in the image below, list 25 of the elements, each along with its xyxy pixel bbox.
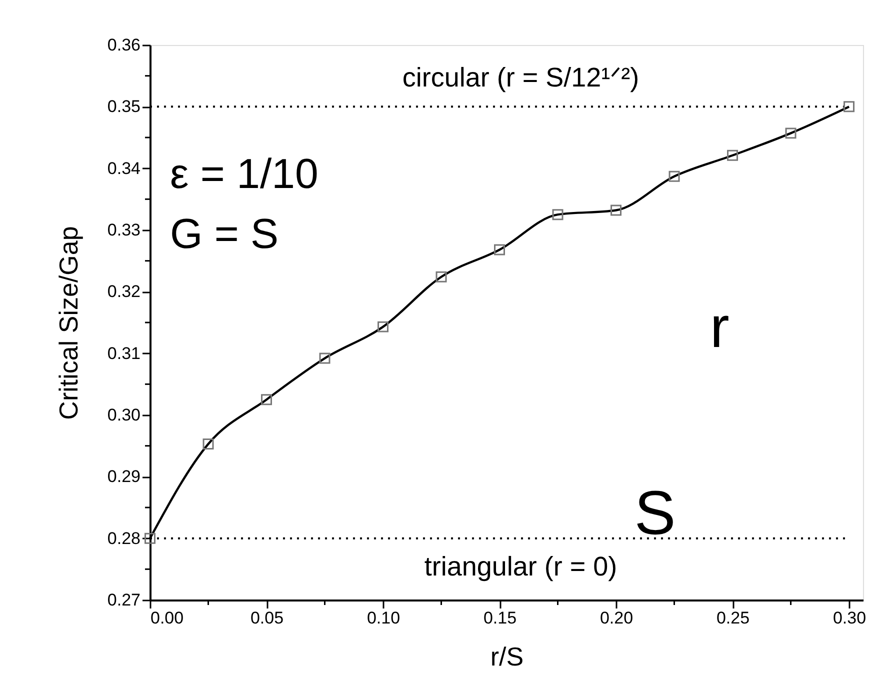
- ref-line-label: triangular (r = 0): [424, 551, 618, 582]
- y-tick-label: 0.35: [107, 97, 140, 116]
- x-axis-title: r/S: [490, 642, 524, 672]
- x-tick-label: 0.15: [483, 608, 517, 628]
- y-axis-title: Critical Size/Gap: [53, 226, 84, 420]
- y-tick-label: 0.33: [107, 220, 140, 240]
- y-tick-label: 0.31: [107, 344, 140, 363]
- y-tick-label: 0.29: [107, 467, 140, 486]
- ref-line-label: circular (r = S/12¹ᐟ²): [402, 62, 640, 93]
- y-tick-label: 0.27: [107, 590, 140, 610]
- x-tick-label: 0.20: [600, 608, 634, 628]
- x-tick-label: 0.00: [150, 608, 184, 628]
- x-tick-label: 0.10: [366, 608, 400, 628]
- annotation: ε = 1/10: [170, 150, 318, 197]
- y-tick-label: 0.28: [107, 528, 140, 548]
- y-tick-label: 0.34: [107, 158, 140, 178]
- x-tick-label: 0.25: [716, 608, 750, 628]
- annotation: G = S: [170, 210, 279, 257]
- annotation: S: [634, 479, 676, 548]
- x-tick-label: 0.05: [250, 608, 284, 628]
- y-tick-label: 0.32: [107, 282, 140, 302]
- y-tick-label: 0.30: [107, 406, 140, 424]
- x-tick-label: 0.30: [832, 608, 866, 628]
- y-tick-label: 0.36: [107, 36, 140, 54]
- annotation: r: [710, 295, 730, 360]
